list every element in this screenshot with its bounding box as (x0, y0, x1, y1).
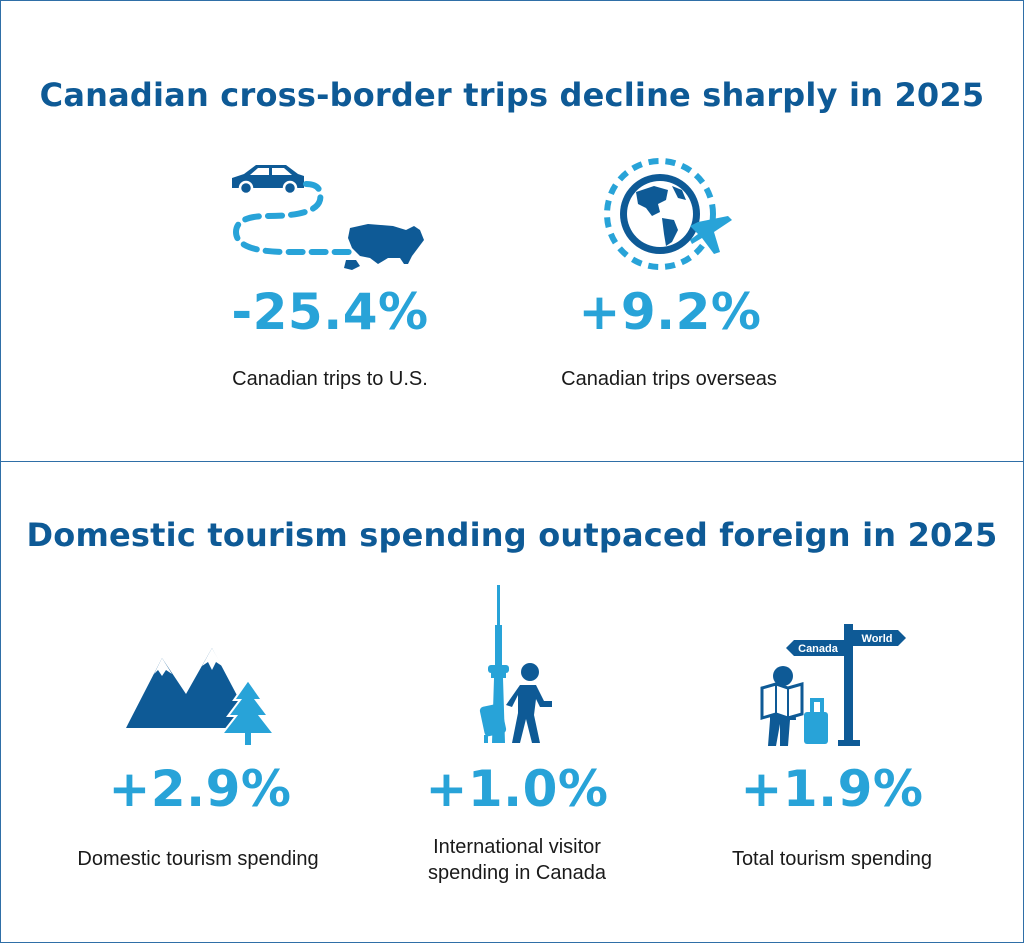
section-bottom-title: Domestic tourism spending outpaced forei… (26, 516, 998, 554)
mountains-tree-icon (126, 648, 277, 747)
stat-us-trips-value: -25.4% (231, 283, 429, 341)
car-to-us-map-icon (232, 165, 424, 270)
signpost-canada-label: Canada (798, 643, 839, 655)
stat-overseas-value: +9.2% (578, 283, 762, 341)
stat-total-label: Total tourism spending (731, 848, 933, 870)
stat-us-trips-label: Canadian trips to U.S. (232, 368, 428, 390)
section-top-title: Canadian cross-border trips decline shar… (39, 76, 985, 114)
stat-overseas-label: Canadian trips overseas (561, 368, 777, 390)
stat-international-label-line2: spending in Canada (428, 862, 606, 884)
stat-international-value: +1.0% (425, 760, 609, 818)
cn-tower-traveller-icon (479, 585, 552, 743)
traveller-signpost-icon: World Canada (760, 624, 906, 746)
section-divider (0, 461, 1024, 462)
stat-domestic-label: Domestic tourism spending (77, 848, 319, 870)
stat-international-label-line1: International visitor (433, 836, 601, 858)
signpost-world-label: World (862, 633, 893, 645)
stat-domestic-value: +2.9% (108, 760, 292, 818)
globe-plane-icon (604, 158, 732, 270)
stat-total-value: +1.9% (740, 760, 924, 818)
